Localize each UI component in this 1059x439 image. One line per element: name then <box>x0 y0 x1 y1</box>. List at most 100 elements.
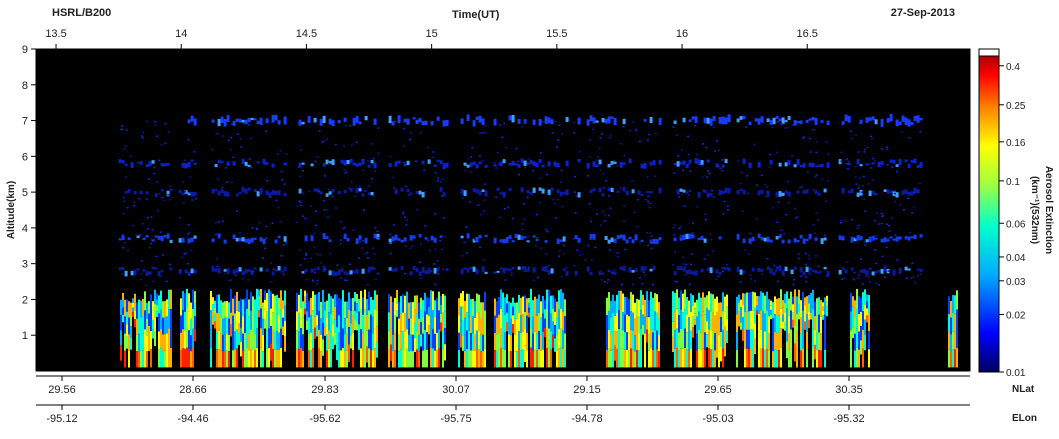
boundary-layer-cell <box>774 331 776 350</box>
boundary-layer-cell <box>708 291 710 311</box>
speckle-cell <box>304 217 307 219</box>
speckle-cell <box>188 191 191 194</box>
speckle-cell <box>815 255 818 257</box>
speckle-cell <box>250 166 253 169</box>
cloud-layer-cell <box>598 270 602 276</box>
cloud-layer-cell <box>412 265 416 270</box>
speckle-cell <box>775 270 778 272</box>
speckle-cell <box>528 266 530 269</box>
boundary-layer-cell <box>190 335 192 352</box>
boundary-layer-cell <box>156 305 158 312</box>
boundary-layer-cell <box>608 310 610 330</box>
boundary-layer-cell <box>634 351 636 368</box>
speckle-cell <box>389 252 392 255</box>
boundary-layer-cell <box>170 289 172 310</box>
boundary-layer-cell <box>312 310 314 330</box>
boundary-layer-cell <box>338 315 340 333</box>
boundary-layer-cell <box>558 348 560 368</box>
cloud-layer-cell <box>310 235 314 241</box>
cloud-layer-cell <box>799 235 803 239</box>
cloud-layer-cell <box>394 161 398 167</box>
speckle-cell <box>623 220 626 223</box>
cloud-layer-cell <box>151 239 155 242</box>
cloud-layer-cell <box>331 188 335 193</box>
cloud-layer-cell <box>298 119 302 126</box>
boundary-layer-cell <box>526 332 528 351</box>
boundary-layer-cell <box>218 312 220 331</box>
boundary-layer-cell <box>472 298 474 316</box>
boundary-layer-cell <box>814 316 816 331</box>
boundary-layer-cell <box>800 300 802 317</box>
boundary-layer-cell <box>694 319 696 325</box>
cloud-layer-cell <box>397 160 401 164</box>
boundary-layer-cell <box>736 314 738 333</box>
boundary-layer-cell <box>144 291 146 311</box>
boundary-layer-cell <box>130 337 132 350</box>
boundary-layer-cell <box>324 318 326 328</box>
cloud-layer-cell <box>403 237 407 242</box>
cloud-layer-cell <box>232 234 236 239</box>
boundary-layer-cell <box>690 312 692 331</box>
cloud-layer-cell <box>616 190 620 193</box>
boundary-layer-cell <box>674 330 676 349</box>
speckle-cell <box>319 261 322 264</box>
boundary-layer-cell <box>948 349 950 368</box>
speckle-cell <box>815 141 818 143</box>
boundary-layer-cell <box>528 298 530 303</box>
speckle-cell <box>596 213 599 215</box>
boundary-layer-cell <box>630 311 632 330</box>
speckle-cell <box>153 166 156 169</box>
speckle-cell <box>846 261 849 263</box>
speckle-cell <box>248 158 251 160</box>
cloud-layer-cell <box>187 192 191 196</box>
cloud-layer-cell <box>478 190 482 196</box>
cloud-layer-cell <box>178 269 182 275</box>
boundary-layer-cell <box>780 347 782 368</box>
cloud-layer-cell <box>892 159 896 164</box>
nlat-tick-label: 30.35 <box>835 384 863 396</box>
speckle-cell <box>687 163 690 165</box>
boundary-layer-cell <box>754 292 756 308</box>
boundary-layer-cell <box>532 300 534 317</box>
boundary-layer-cell <box>280 348 282 368</box>
cloud-layer-cell <box>757 233 761 239</box>
speckle-cell <box>587 163 590 165</box>
boundary-layer-cell <box>654 330 656 349</box>
cloud-layer-cell <box>277 266 281 271</box>
boundary-layer-cell <box>226 317 228 335</box>
boundary-layer-cell <box>326 317 328 334</box>
speckle-cell <box>133 205 136 207</box>
speckle-cell <box>299 264 302 266</box>
boundary-layer-cell <box>428 316 430 326</box>
boundary-layer-cell <box>614 345 616 361</box>
boundary-layer-cell <box>710 330 712 349</box>
boundary-layer-cell <box>170 348 172 368</box>
cloud-layer-cell <box>613 117 617 126</box>
boundary-layer-cell <box>952 294 954 313</box>
cloud-layer-cell <box>895 119 899 127</box>
speckle-cell <box>780 229 783 231</box>
cloud-layer-cell <box>760 236 764 241</box>
speckle-cell <box>409 247 411 249</box>
cloud-layer-cell <box>145 191 149 195</box>
cloud-layer-cell <box>511 266 515 270</box>
cloud-layer-cell <box>748 121 752 125</box>
boundary-layer-cell <box>510 318 512 336</box>
boundary-layer-cell <box>132 298 134 303</box>
speckle-cell <box>726 205 729 207</box>
speckle-cell <box>712 196 715 198</box>
cloud-layer-cell <box>589 271 593 275</box>
boundary-layer-cell <box>164 301 166 318</box>
boundary-layer-cell <box>786 324 788 342</box>
boundary-layer-cell <box>762 348 764 368</box>
cloud-layer-cell <box>544 239 548 243</box>
speckle-cell <box>218 221 221 223</box>
cloud-layer-cell <box>268 192 272 198</box>
boundary-layer-cell <box>544 299 546 310</box>
boundary-layer-cell <box>312 348 314 368</box>
speckle-cell <box>623 204 626 207</box>
boundary-layer-cell <box>510 351 512 368</box>
cloud-layer-cell <box>799 120 803 125</box>
speckle-cell <box>851 218 854 221</box>
speckle-cell <box>854 166 857 168</box>
